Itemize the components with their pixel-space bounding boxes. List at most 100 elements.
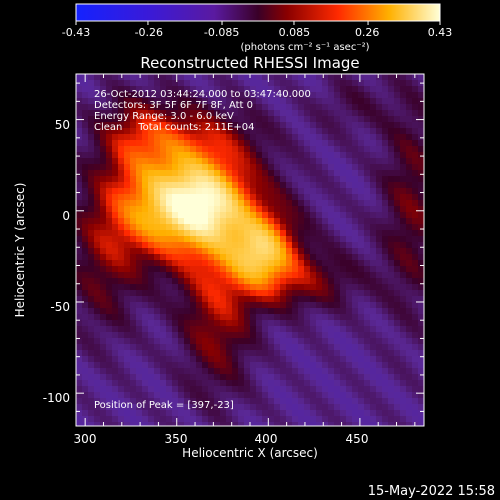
heatmap-cell — [142, 200, 149, 207]
heatmap-cell — [244, 74, 251, 81]
heatmap-cell — [376, 158, 383, 165]
heatmap-cell — [202, 92, 209, 99]
heatmap-cell — [190, 416, 197, 423]
heatmap-cell — [106, 314, 113, 321]
heatmap-cell — [184, 362, 191, 369]
heatmap-cell — [376, 170, 383, 177]
heatmap-cell — [310, 308, 317, 315]
heatmap-cell — [376, 200, 383, 207]
heatmap-cell — [160, 332, 167, 339]
heatmap-cell — [82, 92, 89, 99]
heatmap-cell — [370, 398, 377, 405]
heatmap-cell — [178, 356, 185, 363]
heatmap-cell — [112, 116, 119, 123]
heatmap-cell — [190, 194, 197, 201]
heatmap-cell — [346, 134, 353, 141]
heatmap-cell — [244, 314, 251, 321]
heatmap-cell — [280, 284, 287, 291]
heatmap-cell — [154, 386, 161, 393]
heatmap-cell — [202, 314, 209, 321]
heatmap-cell — [184, 422, 191, 427]
heatmap-cell — [310, 200, 317, 207]
heatmap-cell — [406, 284, 413, 291]
heatmap-cell — [334, 134, 341, 141]
heatmap-cell — [130, 302, 137, 309]
heatmap-cell — [364, 338, 371, 345]
heatmap-cell — [106, 158, 113, 165]
heatmap-cell — [280, 308, 287, 315]
heatmap-cell — [352, 362, 359, 369]
heatmap-cell — [286, 110, 293, 117]
heatmap-cell — [250, 86, 257, 93]
heatmap-cell — [172, 224, 179, 231]
heatmap-cell — [100, 170, 107, 177]
heatmap-cell — [358, 116, 365, 123]
heatmap-cell — [172, 302, 179, 309]
heatmap-cell — [106, 332, 113, 339]
heatmap-cell — [244, 254, 251, 261]
heatmap-cell — [364, 230, 371, 237]
heatmap-cell — [274, 302, 281, 309]
heatmap-cell — [274, 326, 281, 333]
heatmap-cell — [244, 302, 251, 309]
heatmap-cell — [400, 158, 407, 165]
heatmap-cell — [418, 344, 425, 351]
heatmap-cell — [310, 86, 317, 93]
heatmap-cell — [190, 236, 197, 243]
heatmap-cell — [250, 104, 257, 111]
heatmap-cell — [292, 404, 299, 411]
heatmap-cell — [268, 92, 275, 99]
heatmap-cell — [250, 110, 257, 117]
heatmap-cell — [220, 266, 227, 273]
heatmap-cell — [232, 200, 239, 207]
heatmap-cell — [406, 122, 413, 129]
heatmap-cell — [214, 164, 221, 171]
heatmap-cell — [88, 416, 95, 423]
heatmap-cell — [184, 200, 191, 207]
heatmap-cell — [418, 146, 425, 153]
heatmap-cell — [316, 392, 323, 399]
heatmap-cell — [262, 332, 269, 339]
heatmap-cell — [112, 128, 119, 135]
heatmap-cell — [226, 176, 233, 183]
heatmap-cell — [178, 146, 185, 153]
heatmap-cell — [190, 386, 197, 393]
heatmap-cell — [184, 338, 191, 345]
heatmap-cell — [118, 344, 125, 351]
heatmap-cell — [280, 392, 287, 399]
heatmap-cell — [136, 74, 143, 81]
heatmap-cell — [106, 356, 113, 363]
heatmap-cell — [190, 308, 197, 315]
heatmap-cell — [148, 356, 155, 363]
heatmap-cell — [376, 410, 383, 417]
heatmap-cell — [226, 272, 233, 279]
heatmap-cell — [268, 368, 275, 375]
heatmap-cell — [166, 212, 173, 219]
heatmap-cell — [190, 374, 197, 381]
heatmap-cell — [412, 230, 419, 237]
heatmap-cell — [190, 146, 197, 153]
heatmap-cell — [400, 386, 407, 393]
heatmap-cell — [256, 206, 263, 213]
heatmap-cell — [202, 188, 209, 195]
heatmap-cell — [238, 236, 245, 243]
heatmap-cell — [322, 218, 329, 225]
heatmap-cell — [370, 200, 377, 207]
heatmap-cell — [370, 362, 377, 369]
heatmap-cell — [292, 104, 299, 111]
heatmap-cell — [418, 386, 425, 393]
heatmap-cell — [142, 86, 149, 93]
heatmap-cell — [292, 350, 299, 357]
heatmap-cell — [268, 242, 275, 249]
heatmap-cell — [274, 170, 281, 177]
heatmap-cell — [244, 110, 251, 117]
heatmap-cell — [280, 86, 287, 93]
heatmap-cell — [172, 122, 179, 129]
heatmap-cell — [334, 176, 341, 183]
heatmap-cell — [184, 302, 191, 309]
heatmap-cell — [244, 380, 251, 387]
heatmap-cell — [172, 350, 179, 357]
heatmap-cell — [256, 200, 263, 207]
heatmap-cell — [334, 290, 341, 297]
heatmap-cell — [376, 92, 383, 99]
